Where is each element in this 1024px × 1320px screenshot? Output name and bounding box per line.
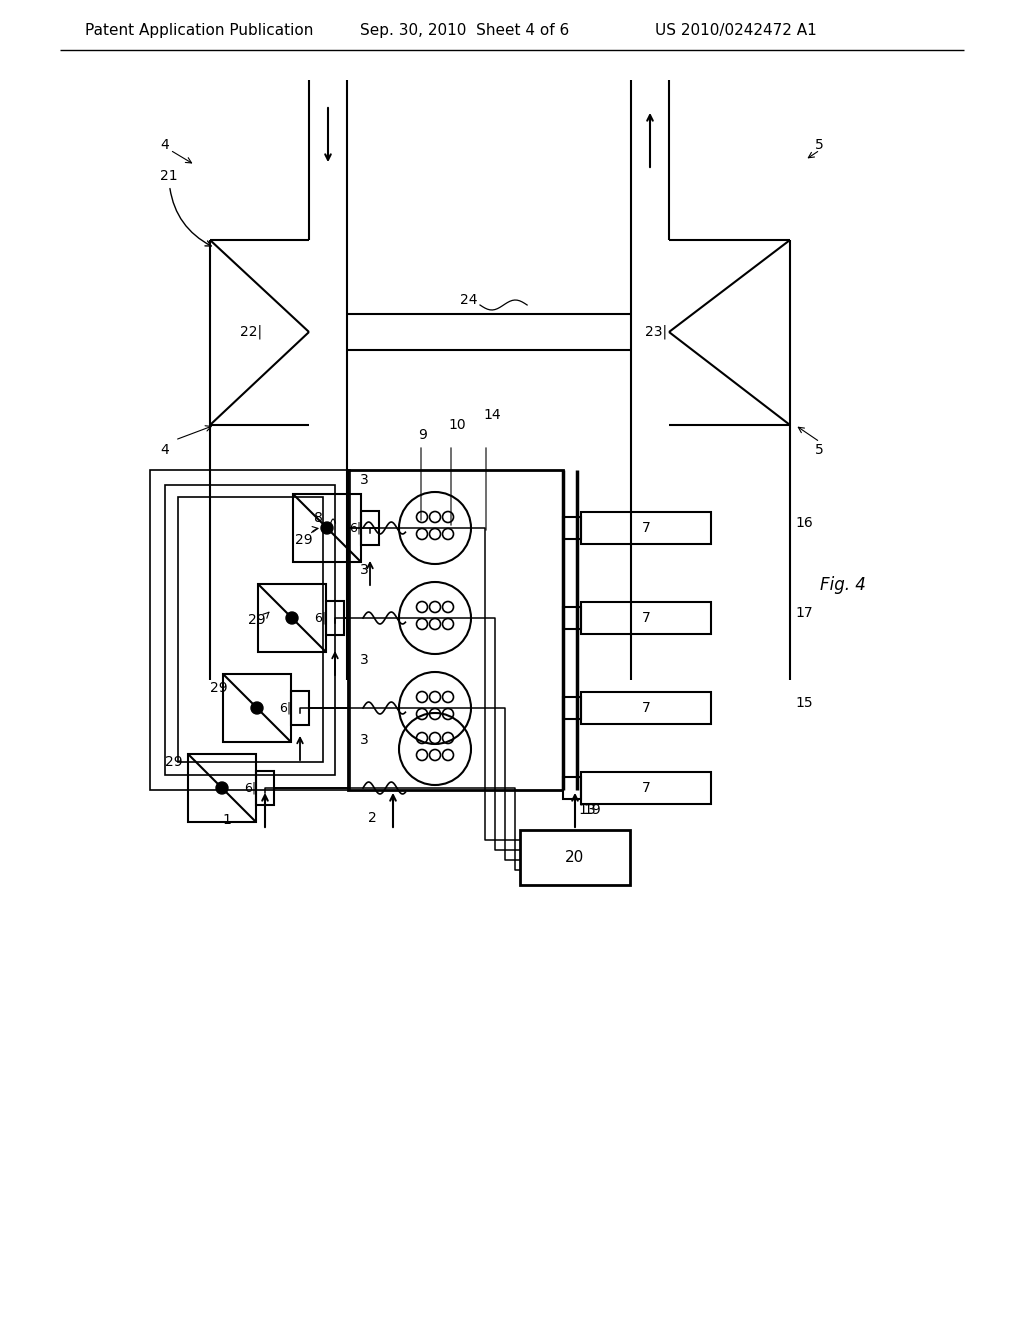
Text: US 2010/0242472 A1: US 2010/0242472 A1 <box>655 22 817 37</box>
Text: 6|: 6| <box>314 611 326 624</box>
Bar <box>520 830 630 884</box>
Text: 7: 7 <box>642 701 650 715</box>
Text: 6|: 6| <box>279 701 291 714</box>
Circle shape <box>216 781 228 795</box>
Text: 29: 29 <box>210 681 227 696</box>
Bar <box>581 602 711 634</box>
Text: 24: 24 <box>460 293 477 308</box>
Text: 5: 5 <box>815 139 823 152</box>
Text: 7: 7 <box>642 781 650 795</box>
Bar <box>150 470 350 789</box>
Text: 6|: 6| <box>349 521 361 535</box>
Text: 29: 29 <box>248 612 265 627</box>
Text: 4: 4 <box>160 444 169 457</box>
Text: 9: 9 <box>418 428 427 442</box>
Text: 7: 7 <box>642 521 650 535</box>
Bar <box>258 583 326 652</box>
Text: 3: 3 <box>360 653 369 667</box>
Bar <box>293 494 361 562</box>
Text: 5: 5 <box>815 444 823 457</box>
Bar <box>581 512 711 544</box>
Bar <box>326 601 344 635</box>
Text: 15: 15 <box>795 696 813 710</box>
Text: Sep. 30, 2010  Sheet 4 of 6: Sep. 30, 2010 Sheet 4 of 6 <box>360 22 569 37</box>
Bar <box>348 470 563 789</box>
Text: 2: 2 <box>368 810 377 825</box>
Text: 17: 17 <box>795 606 813 620</box>
Text: 3: 3 <box>360 733 369 747</box>
Text: 6|: 6| <box>244 781 256 795</box>
Bar <box>563 777 581 799</box>
Text: 4: 4 <box>160 139 169 152</box>
Text: 14: 14 <box>483 408 501 422</box>
Text: 3: 3 <box>360 473 369 487</box>
Bar <box>165 484 335 775</box>
Text: 8: 8 <box>314 511 323 525</box>
Circle shape <box>321 521 333 535</box>
Bar <box>563 607 581 630</box>
Text: 22|: 22| <box>240 325 262 339</box>
Circle shape <box>286 612 298 624</box>
Text: 29: 29 <box>165 755 182 770</box>
Text: 10: 10 <box>449 418 466 432</box>
Text: 19: 19 <box>583 803 601 817</box>
Bar <box>361 511 379 545</box>
Bar <box>581 772 711 804</box>
Bar <box>188 754 256 822</box>
Bar <box>178 498 323 762</box>
Bar <box>563 517 581 539</box>
Bar <box>581 692 711 723</box>
Text: 7: 7 <box>642 611 650 624</box>
Text: Patent Application Publication: Patent Application Publication <box>85 22 313 37</box>
Text: 3: 3 <box>360 564 369 577</box>
Text: 20: 20 <box>565 850 585 866</box>
Text: 21: 21 <box>160 169 211 246</box>
Bar <box>223 675 291 742</box>
Text: 1: 1 <box>222 813 230 828</box>
Text: 29: 29 <box>295 533 312 546</box>
Circle shape <box>251 702 263 714</box>
Text: 16: 16 <box>795 516 813 531</box>
Text: 13: 13 <box>578 803 596 817</box>
Bar <box>563 697 581 719</box>
Text: 23|: 23| <box>645 325 667 339</box>
Bar <box>256 771 274 805</box>
Text: Fig. 4: Fig. 4 <box>820 576 866 594</box>
Bar <box>291 690 309 725</box>
